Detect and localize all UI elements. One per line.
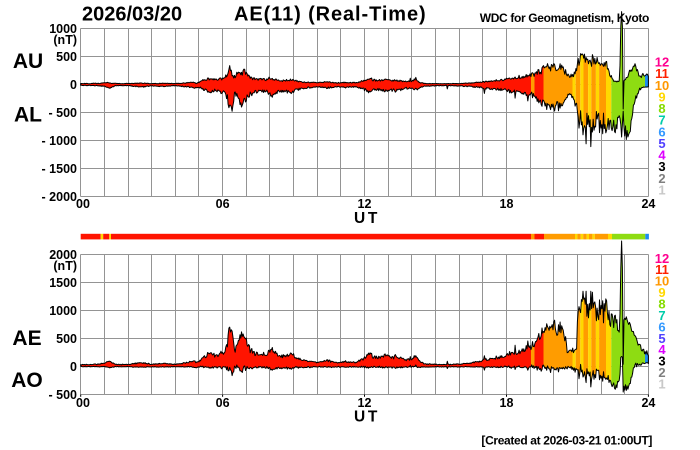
svg-text:1: 1 xyxy=(658,182,665,197)
svg-text:WDC for Geomagnetism, Kyoto: WDC for Geomagnetism, Kyoto xyxy=(480,11,649,25)
svg-text:06: 06 xyxy=(216,197,230,211)
svg-text:1500: 1500 xyxy=(49,276,77,290)
svg-text:3: 3 xyxy=(658,159,665,174)
svg-text:U T: U T xyxy=(354,210,378,227)
svg-text:2: 2 xyxy=(658,365,665,380)
svg-text:(nT): (nT) xyxy=(53,33,77,47)
svg-text:- 2000: - 2000 xyxy=(42,190,77,204)
svg-text:AU: AU xyxy=(13,50,43,73)
svg-text:8: 8 xyxy=(658,297,665,312)
svg-text:8: 8 xyxy=(658,101,665,116)
svg-text:9: 9 xyxy=(658,285,665,300)
svg-text:500: 500 xyxy=(56,50,77,64)
svg-text:U T: U T xyxy=(354,408,378,425)
svg-text:24: 24 xyxy=(641,197,655,211)
svg-text:12: 12 xyxy=(655,251,669,266)
svg-text:1000: 1000 xyxy=(49,304,77,318)
svg-text:11: 11 xyxy=(655,262,669,277)
svg-text:4: 4 xyxy=(658,342,666,357)
svg-text:2026/03/20: 2026/03/20 xyxy=(82,4,182,26)
svg-text:- 1000: - 1000 xyxy=(42,134,77,148)
svg-text:12: 12 xyxy=(358,396,372,410)
svg-text:9: 9 xyxy=(658,90,665,105)
svg-text:1000: 1000 xyxy=(49,22,77,36)
svg-text:6: 6 xyxy=(658,124,665,139)
svg-text:5: 5 xyxy=(658,136,665,151)
svg-text:3: 3 xyxy=(658,354,665,369)
svg-text:AE(11) (Real-Time): AE(11) (Real-Time) xyxy=(234,4,427,26)
svg-text:10: 10 xyxy=(655,78,669,93)
svg-text:500: 500 xyxy=(56,332,77,346)
svg-text:00: 00 xyxy=(76,396,90,410)
svg-text:18: 18 xyxy=(500,396,514,410)
svg-text:[Created at 2026-03-21 01:00UT: [Created at 2026-03-21 01:00UT] xyxy=(481,434,652,448)
svg-text:12: 12 xyxy=(655,55,669,70)
svg-text:(nT): (nT) xyxy=(53,259,77,273)
svg-text:- 500: - 500 xyxy=(49,388,78,402)
svg-text:10: 10 xyxy=(655,274,669,289)
svg-text:24: 24 xyxy=(641,396,655,410)
svg-text:- 1500: - 1500 xyxy=(42,162,77,176)
svg-text:AE: AE xyxy=(12,327,41,350)
svg-text:7: 7 xyxy=(658,308,665,323)
svg-text:5: 5 xyxy=(658,331,665,346)
svg-text:2: 2 xyxy=(658,171,665,186)
svg-text:06: 06 xyxy=(216,396,230,410)
svg-text:12: 12 xyxy=(358,197,372,211)
svg-text:4: 4 xyxy=(658,148,666,163)
svg-text:18: 18 xyxy=(500,197,514,211)
svg-text:1: 1 xyxy=(658,377,665,392)
svg-text:0: 0 xyxy=(70,78,77,92)
svg-text:- 500: - 500 xyxy=(49,106,78,120)
svg-text:2000: 2000 xyxy=(49,248,77,262)
svg-text:AL: AL xyxy=(14,104,42,127)
svg-text:7: 7 xyxy=(658,113,665,128)
svg-text:6: 6 xyxy=(658,319,665,334)
svg-text:AO: AO xyxy=(11,369,43,392)
svg-text:00: 00 xyxy=(76,197,90,211)
svg-text:0: 0 xyxy=(70,360,77,374)
svg-text:11: 11 xyxy=(655,66,669,81)
